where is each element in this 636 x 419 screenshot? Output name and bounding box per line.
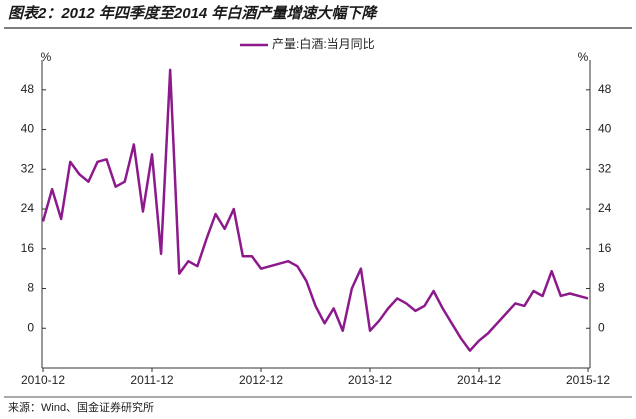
y2-tick-label: 32: [598, 161, 612, 175]
x-tick-label: 2014-12: [457, 373, 501, 387]
chart-title: 图表2：2012 年四季度至2014 年白酒产量增速大幅下降: [8, 4, 378, 22]
x-tick-label: 2015-12: [566, 373, 610, 387]
x-tick-label: 2013-12: [348, 373, 392, 387]
source-note: 来源：Wind、国金证券研究所: [8, 400, 154, 414]
y-tick-label: 8: [27, 281, 34, 295]
y2-tick-label: 48: [598, 82, 612, 96]
y2-tick-label: 8: [598, 281, 605, 295]
y2-tick-label: 16: [598, 241, 612, 255]
y2-axis-label: %: [578, 50, 589, 64]
y-tick-label: 0: [27, 320, 34, 334]
y-tick-label: 16: [21, 241, 35, 255]
y-axis-label: %: [41, 50, 52, 64]
y2-tick-label: 40: [598, 122, 612, 136]
y-tick-label: 24: [21, 201, 35, 215]
y2-tick-label: 0: [598, 320, 605, 334]
y-tick-label: 32: [21, 161, 35, 175]
y-tick-label: 40: [21, 122, 35, 136]
y2-tick-label: 24: [598, 201, 612, 215]
legend-label: 产量:白酒:当月同比: [272, 36, 375, 51]
x-tick-label: 2011-12: [130, 373, 173, 387]
series-line: [41, 68, 589, 352]
x-tick-label: 2010-12: [21, 373, 65, 387]
x-tick-label: 2012-12: [239, 373, 283, 387]
y-tick-label: 48: [21, 82, 35, 96]
